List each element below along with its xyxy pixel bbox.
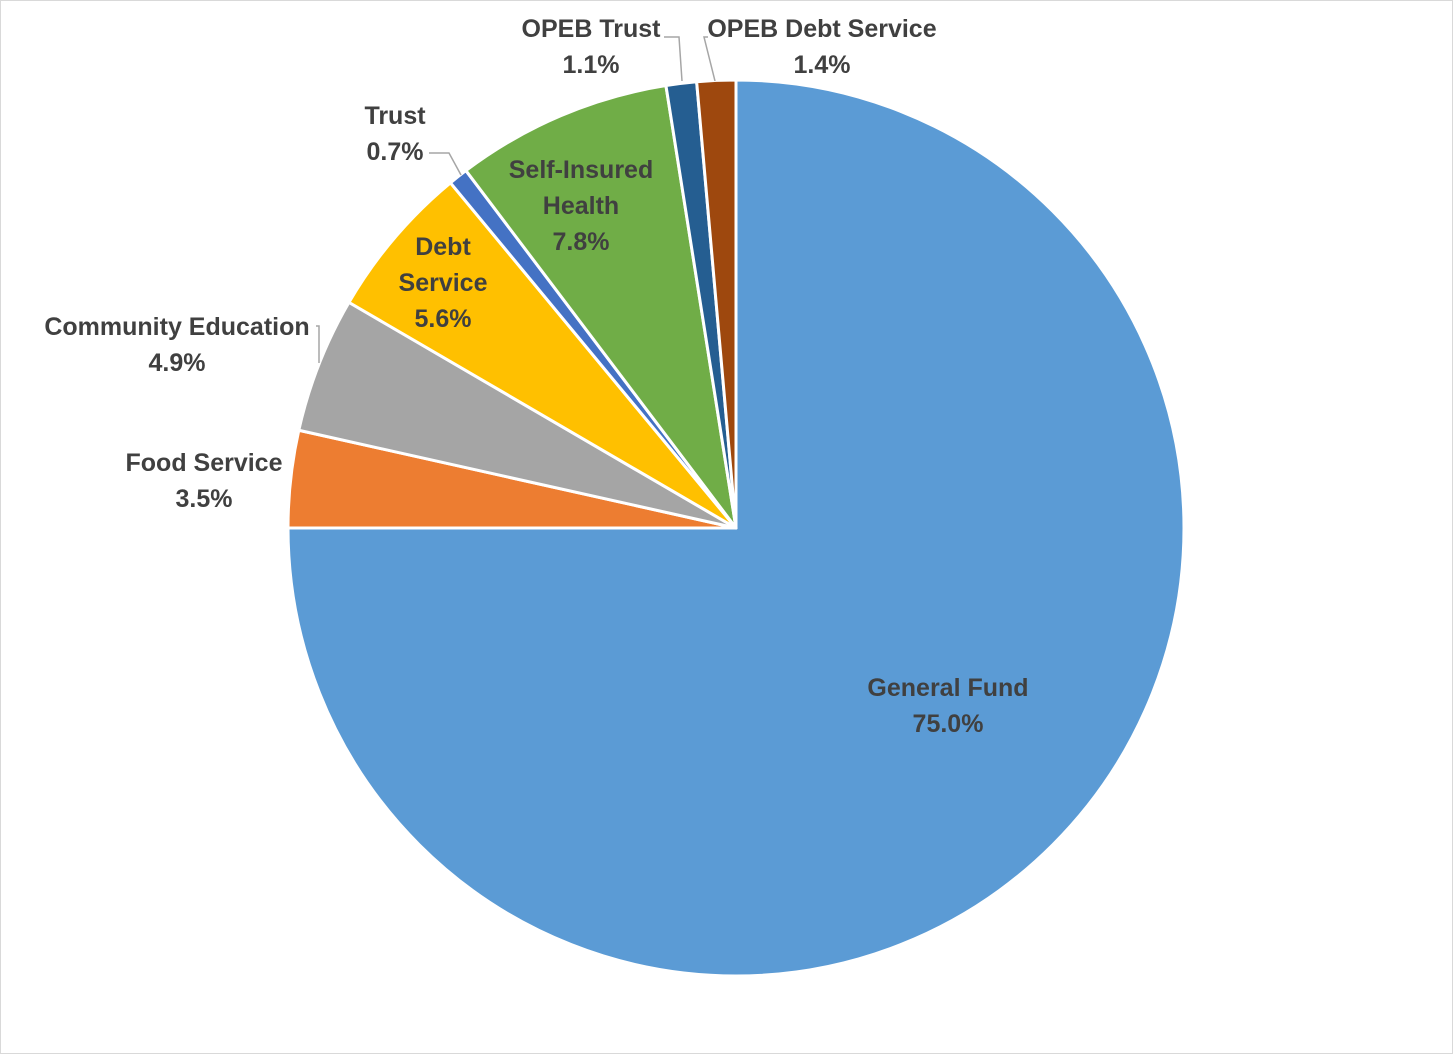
leader-line-opeb-trust [664,36,683,82]
pie-slices [286,78,1186,978]
pie-slice-opeb-debt-service [695,78,738,530]
slice-label-opeb-debt-service: OPEB Debt Service 1.4% [707,15,936,79]
leader-line-trust [429,152,462,176]
slice-label-food-service: Food Service 3.5% [126,449,283,513]
slice-label-general-fund: General Fund 75.0% [867,674,1028,738]
slice-label-trust: Trust 0.7% [364,102,426,166]
slice-label-community-education: Community Education 4.9% [44,313,309,377]
leader-lines [316,36,716,363]
slice-label-opeb-trust: OPEB Trust 1.1% [522,15,662,79]
leader-line-community-education [316,325,320,363]
leader-line-opeb-debt-service [703,36,716,82]
pie-slice-debt-service [347,181,738,530]
pie-slice-self-insured-health [464,84,738,530]
slice-label-self-insured-health: Self-Insured Health 7.8% [509,156,653,256]
slice-labels: General Fund 75.0% Food Service 3.5% Communi… [44,15,1028,738]
slice-label-debt-service: Debt Service 5.6% [399,233,488,333]
